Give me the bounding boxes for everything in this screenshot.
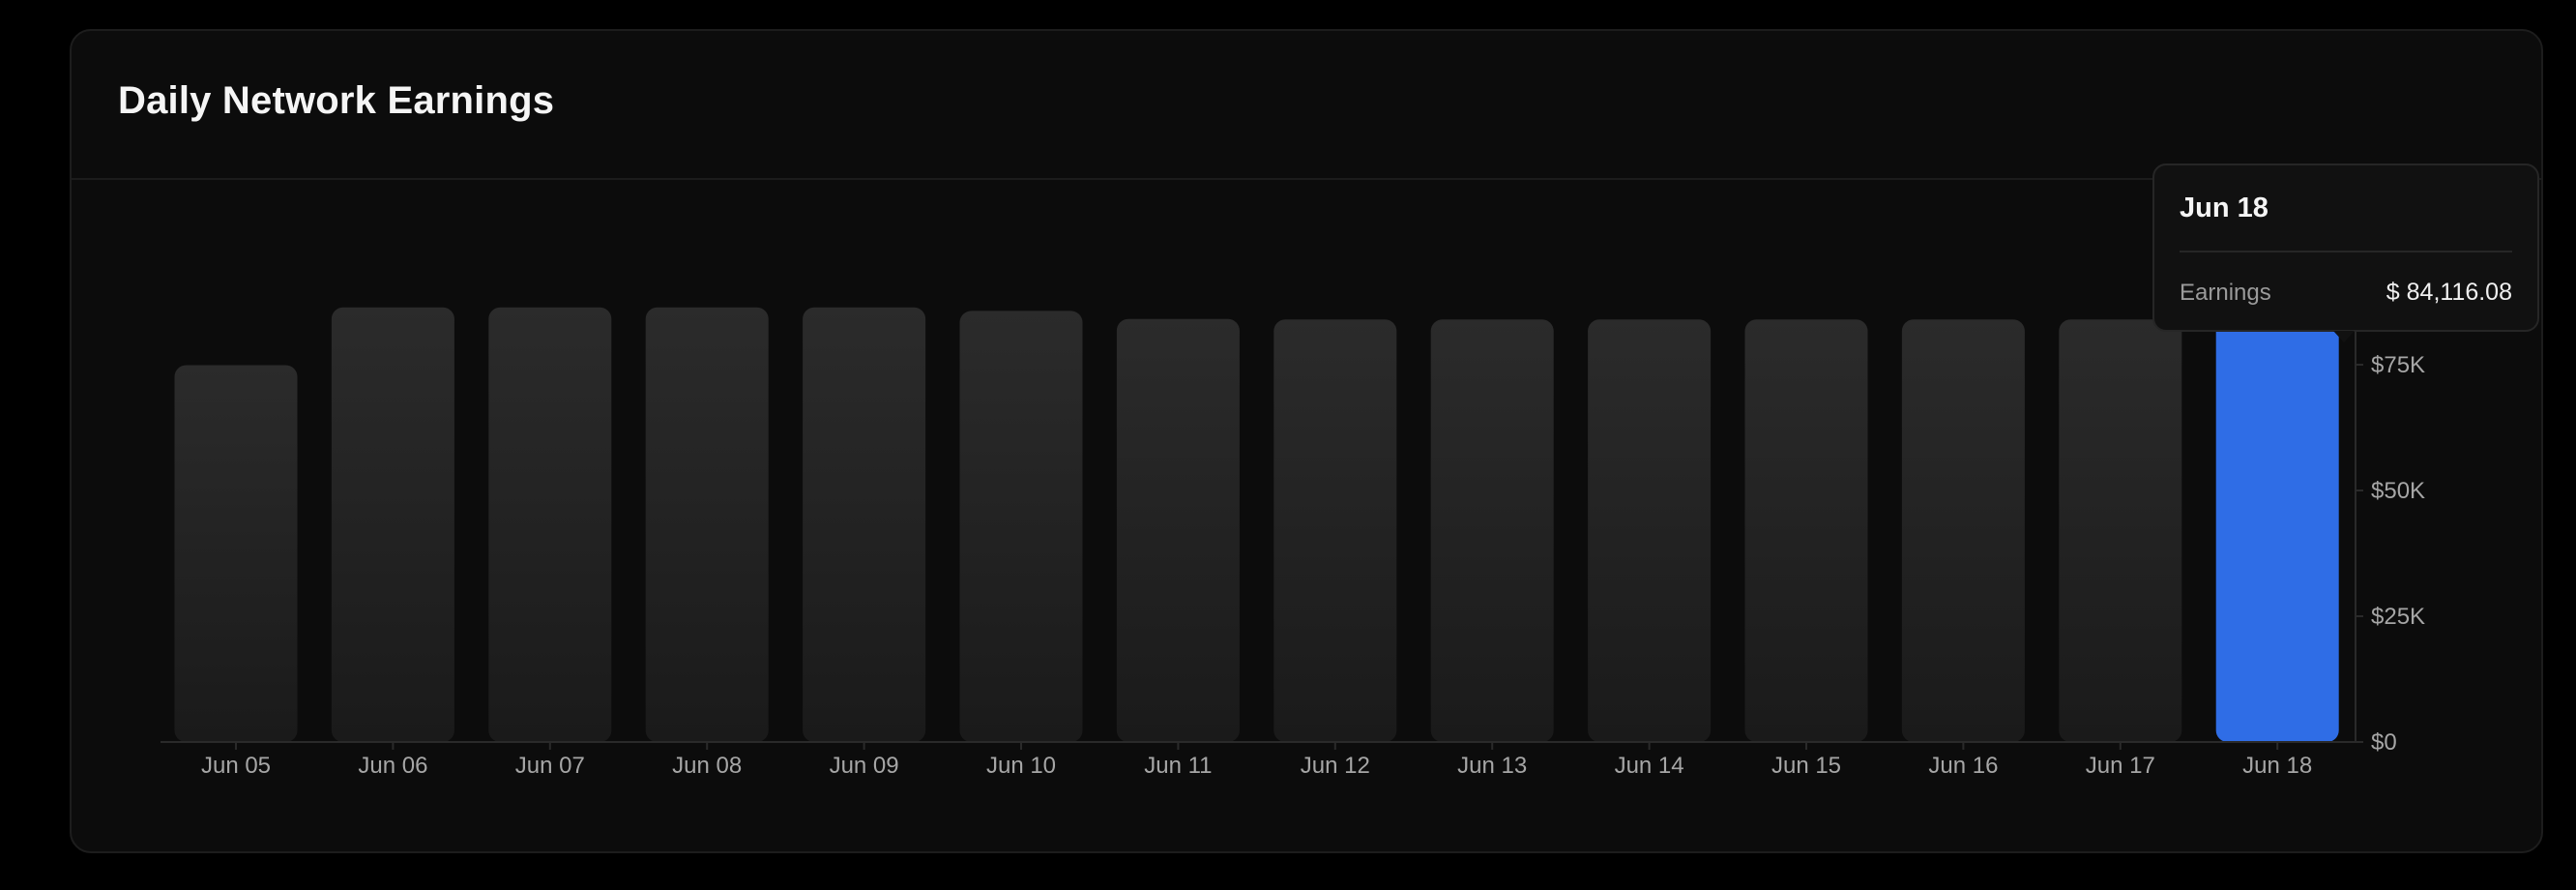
bars-layer: [174, 307, 2339, 743]
bar-jun-07[interactable]: [488, 307, 612, 742]
tooltip-value: $ 84,116.08: [2386, 279, 2512, 306]
bar-jun-18[interactable]: [2215, 318, 2339, 742]
earnings-card: Daily Network Earnings Jun 05 Jun 06 Jun 0…: [70, 29, 2543, 853]
x-tick-label: Jun 09: [830, 753, 899, 779]
axis-layer: [161, 215, 2363, 750]
tooltip-label: Earnings: [2180, 280, 2271, 306]
card-title: Daily Network Earnings: [118, 79, 555, 122]
y-tick-label: $0: [2371, 729, 2397, 756]
x-tick-label: Jun 06: [358, 753, 427, 779]
bar-jun-08[interactable]: [645, 307, 769, 742]
bar-jun-05[interactable]: [174, 365, 298, 743]
bar-jun-11[interactable]: [1116, 318, 1240, 742]
x-tick-label: Jun 07: [515, 753, 585, 779]
bar-jun-17[interactable]: [2059, 319, 2182, 742]
x-tick-label: Jun 08: [672, 753, 742, 779]
tooltip-divider: [2180, 251, 2512, 252]
tooltip-date: Jun 18: [2180, 193, 2269, 223]
x-tick-label: Jun 16: [1928, 753, 1998, 779]
y-tick-label: $50K: [2371, 478, 2425, 504]
bar-jun-09[interactable]: [803, 307, 926, 742]
bar-jun-14[interactable]: [1588, 319, 1712, 742]
x-tick-label: Jun 05: [201, 753, 271, 779]
x-tick-label: Jun 18: [2242, 753, 2312, 779]
chart-tooltip: Jun 18 Earnings $ 84,116.08: [2152, 163, 2539, 332]
bar-jun-12[interactable]: [1273, 319, 1397, 742]
bar-jun-13[interactable]: [1430, 319, 1554, 742]
tooltip-arrow: [2333, 331, 2355, 342]
y-tick-label: $75K: [2371, 352, 2425, 378]
x-tick-label: Jun 12: [1301, 753, 1370, 779]
y-tick-label: $25K: [2371, 604, 2425, 630]
bar-jun-06[interactable]: [331, 307, 454, 742]
card-header: Daily Network Earnings: [72, 31, 2541, 180]
x-tick-label: Jun 10: [986, 753, 1056, 779]
x-tick-label: Jun 14: [1615, 753, 1684, 779]
x-tick-label: Jun 11: [1144, 753, 1212, 779]
bar-jun-16[interactable]: [1901, 319, 2025, 742]
x-tick-label: Jun 15: [1771, 753, 1841, 779]
x-tick-label: Jun 17: [2086, 753, 2155, 779]
labels-layer: Jun 05 Jun 06 Jun 07 Jun 08 Jun 09 Jun 10 Jun …: [201, 352, 2425, 779]
bar-jun-10[interactable]: [959, 311, 1083, 742]
bar-jun-15[interactable]: [1744, 319, 1868, 742]
x-tick-label: Jun 13: [1457, 753, 1527, 779]
bar-chart: Jun 05 Jun 06 Jun 07 Jun 08 Jun 09 Jun 10 Jun …: [161, 215, 2425, 779]
